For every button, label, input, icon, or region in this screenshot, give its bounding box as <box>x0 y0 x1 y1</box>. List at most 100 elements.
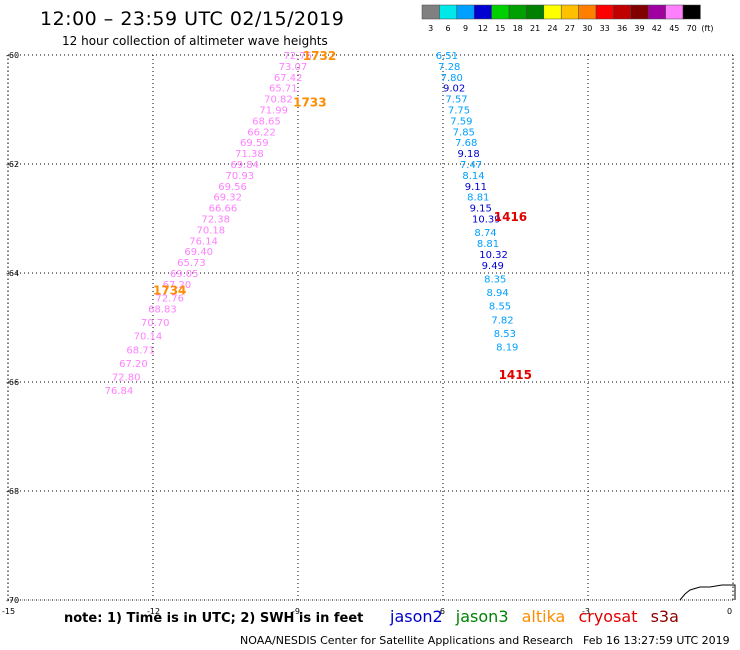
legend-value: 24 <box>547 24 557 33</box>
pass-label: 1733 <box>293 95 326 109</box>
x-tick-label: -15 <box>2 607 15 616</box>
color-legend: 3 6 9 12 15 18 21 24 27 30 33 36 39 42 45 70 (ft) <box>421 4 713 33</box>
pass-label: 1416 <box>494 210 527 224</box>
y-tick-label: -66 <box>6 378 19 387</box>
data-point-label: 67.42 <box>274 73 303 84</box>
legend-swatch <box>613 4 632 20</box>
page-title: 12:00 – 23:59 UTC 02/15/2019 <box>40 8 345 30</box>
legend-swatch <box>491 4 510 20</box>
data-point-label: 8.19 <box>496 343 518 354</box>
legend-value: 30 <box>582 24 592 33</box>
data-point-label: 10.39 <box>472 215 501 226</box>
data-point-label: 68.65 <box>252 116 281 127</box>
data-point-label: 71.99 <box>259 106 288 117</box>
legend-value: 18 <box>513 24 523 33</box>
legend-value: 33 <box>600 24 610 33</box>
x-tick-label: -9 <box>292 607 300 616</box>
legend-swatch <box>439 4 458 20</box>
legend-swatch <box>543 4 562 20</box>
pass-label: 1415 <box>499 368 532 382</box>
data-point-label: 68.83 <box>148 304 177 315</box>
x-tick-label: -12 <box>147 607 160 616</box>
data-point-label: 65.71 <box>269 84 298 95</box>
legend-swatch <box>630 4 649 20</box>
x-tick-label: 0 <box>727 607 732 616</box>
x-tick-label: -6 <box>437 607 445 616</box>
data-point-label: 69.32 <box>213 193 242 204</box>
data-point-label: 72.80 <box>112 373 141 384</box>
legend-unit: (ft) <box>701 24 713 33</box>
data-point-label: 7.28 <box>438 62 460 73</box>
satellite-cryosat: cryosat <box>578 607 638 626</box>
data-points: 72.7573.0767.4265.7170.8271.9968.6566.22… <box>105 51 519 397</box>
y-tick-label: -70 <box>6 596 19 605</box>
data-point-label: 9.02 <box>443 84 465 95</box>
legend-swatch <box>665 4 684 20</box>
data-point-label: 7.82 <box>491 315 513 326</box>
data-point-label: 72.76 <box>155 294 184 305</box>
legend-value: 39 <box>634 24 644 33</box>
satellite-s3a: s3a <box>650 607 679 626</box>
data-point-label: 69.40 <box>184 247 213 258</box>
y-tick-label: -62 <box>6 160 19 169</box>
y-tick-label: -60 <box>6 51 19 60</box>
data-point-label: 8.14 <box>462 171 484 182</box>
data-point-label: 66.66 <box>209 204 238 215</box>
data-point-label: 68.71 <box>126 345 155 356</box>
data-point-label: 69.59 <box>240 138 269 149</box>
credit-text: NOAA/NESDIS Center for Satellite Applica… <box>240 634 574 647</box>
coastline <box>679 584 736 601</box>
data-point-label: 76.14 <box>189 236 218 247</box>
legend-swatch <box>682 4 701 20</box>
data-point-label: 70.18 <box>197 225 226 236</box>
data-point-label: 69.56 <box>218 182 247 193</box>
data-point-label: 72.38 <box>201 215 230 226</box>
data-point-label: 65.73 <box>177 258 206 269</box>
data-point-label: 8.35 <box>484 274 506 285</box>
data-point-label: 9.18 <box>458 149 480 160</box>
data-point-label: 73.07 <box>279 62 308 73</box>
data-point-label: 7.85 <box>453 127 475 138</box>
data-point-label: 70.70 <box>141 318 170 329</box>
data-point-label: 9.11 <box>465 182 487 193</box>
y-tick-label: -68 <box>6 487 19 496</box>
legend-swatch <box>508 4 527 20</box>
data-point-label: 9.15 <box>470 204 492 215</box>
legend-value: 9 <box>463 24 468 33</box>
pass-labels: 1732 1733 1734 1416 1415 <box>153 49 532 382</box>
legend-value: 3 <box>428 24 433 33</box>
legend-value: 45 <box>669 24 679 33</box>
data-point-label: 7.68 <box>455 138 477 149</box>
legend-value: 27 <box>565 24 575 33</box>
timestamp-text: Feb 16 13:27:59 UTC 2019 <box>583 634 730 647</box>
data-point-label: 8.81 <box>477 239 499 250</box>
data-point-label: 8.74 <box>474 228 496 239</box>
legend-value: 21 <box>530 24 540 33</box>
legend-value: 42 <box>652 24 662 33</box>
data-point-label: 6.51 <box>436 51 458 62</box>
data-point-label: 70.14 <box>134 332 163 343</box>
data-point-label: 66.22 <box>247 127 276 138</box>
footer-note: note: 1) Time is in UTC; 2) SWH is in fe… <box>64 611 364 626</box>
satellite-legend: jason2 jason3 altika cryosat s3a <box>390 607 687 626</box>
legend-swatch <box>456 4 475 20</box>
legend-value: 12 <box>478 24 488 33</box>
data-point-label: 8.81 <box>467 193 489 204</box>
legend-swatch <box>647 4 666 20</box>
x-tick-label: -3 <box>582 607 590 616</box>
data-point-label: 67.20 <box>119 359 148 370</box>
axis-tick-labels: -15 -12 -9 -6 -3 0 -60 -62 -64 -66 -68 -70 <box>2 51 732 616</box>
legend-value: 36 <box>617 24 627 33</box>
legend-value: 6 <box>446 24 451 33</box>
data-point-label: 7.47 <box>460 160 482 171</box>
data-point-label: 71.38 <box>235 149 264 160</box>
legend-swatch <box>526 4 545 20</box>
data-point-label: 9.49 <box>482 261 504 272</box>
grid-lines <box>7 54 734 601</box>
data-point-label: 7.75 <box>448 106 470 117</box>
data-point-label: 8.94 <box>487 288 509 299</box>
data-point-label: 8.53 <box>494 329 516 340</box>
satellite-altika: altika <box>521 607 566 626</box>
data-point-label: 70.82 <box>264 95 293 106</box>
data-point-label: 7.57 <box>445 95 467 106</box>
